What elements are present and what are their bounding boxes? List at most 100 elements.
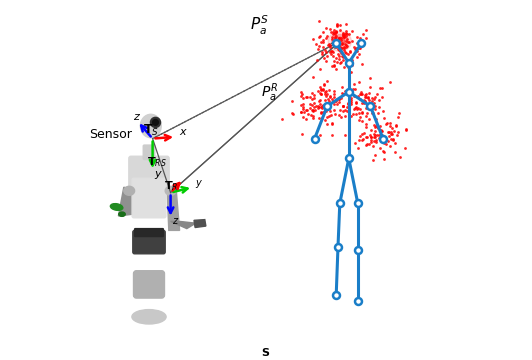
Point [380, 140, 388, 146]
Point [340, 45, 348, 50]
Point [323, 78, 331, 84]
Point [367, 127, 376, 133]
Point [315, 99, 323, 104]
Point [361, 124, 370, 130]
Point [296, 103, 305, 108]
Point [390, 140, 399, 146]
Point [337, 45, 345, 50]
Point [376, 136, 384, 142]
Point [298, 91, 306, 97]
Text: $\mathbf{T}_R$: $\mathbf{T}_R$ [164, 179, 178, 193]
Point [337, 85, 346, 90]
Point [394, 130, 403, 135]
Point [347, 57, 356, 63]
Point [319, 81, 328, 87]
Point [354, 145, 362, 151]
Point [303, 94, 311, 99]
Text: $\mathbf{T}_S$: $\mathbf{T}_S$ [143, 123, 159, 138]
Polygon shape [119, 187, 135, 216]
Point [331, 67, 340, 72]
Point [369, 143, 377, 149]
FancyBboxPatch shape [143, 145, 155, 159]
Point [339, 103, 347, 109]
Point [328, 48, 337, 54]
Point [356, 45, 364, 51]
Point [330, 101, 338, 107]
Point [321, 108, 330, 114]
Point [344, 101, 353, 107]
Point [308, 96, 317, 102]
Point [375, 135, 383, 140]
Point [363, 134, 371, 139]
Point [323, 114, 331, 120]
Circle shape [151, 117, 161, 127]
Point [390, 129, 398, 134]
Point [352, 111, 361, 116]
Point [380, 138, 388, 144]
Point [371, 137, 380, 143]
Point [375, 104, 384, 109]
Point [317, 91, 326, 97]
Point [354, 110, 363, 116]
Point [385, 133, 393, 139]
Point [341, 41, 350, 47]
Point [365, 116, 373, 122]
Point [319, 39, 328, 44]
Point [379, 149, 387, 154]
Point [326, 26, 334, 32]
Point [346, 48, 354, 54]
Point [350, 44, 358, 50]
Point [372, 139, 380, 144]
Point [330, 30, 338, 36]
Point [379, 138, 387, 143]
Point [328, 121, 336, 127]
Point [299, 101, 307, 107]
Text: Sensor: Sensor [89, 127, 132, 140]
Point [344, 51, 353, 57]
Point [320, 55, 329, 60]
Point [386, 143, 394, 149]
Point [325, 113, 333, 119]
Point [335, 56, 344, 62]
Point [388, 125, 396, 131]
Point [317, 110, 325, 116]
Point [339, 32, 347, 37]
Point [297, 109, 305, 115]
Point [345, 31, 353, 37]
Point [371, 134, 380, 140]
Point [354, 94, 363, 99]
Point [318, 115, 327, 121]
Point [358, 137, 366, 143]
Point [337, 95, 345, 101]
Point [392, 122, 401, 128]
Point [338, 31, 347, 36]
Point [347, 101, 355, 107]
Point [378, 85, 387, 91]
Point [341, 49, 350, 54]
Point [303, 107, 312, 113]
Point [340, 107, 349, 112]
Point [380, 156, 388, 161]
Ellipse shape [335, 37, 345, 46]
Circle shape [153, 120, 159, 125]
Point [307, 90, 316, 96]
Point [333, 42, 342, 48]
FancyBboxPatch shape [129, 156, 169, 189]
Point [351, 105, 360, 111]
Point [336, 48, 344, 54]
Point [350, 81, 358, 87]
Point [329, 40, 338, 46]
Point [372, 132, 381, 138]
Point [380, 115, 388, 121]
Point [341, 132, 350, 138]
Point [336, 44, 344, 50]
Point [343, 39, 352, 45]
Point [353, 40, 361, 46]
Point [378, 128, 387, 134]
Point [336, 60, 344, 66]
Point [310, 104, 318, 109]
Point [332, 28, 340, 33]
Point [330, 63, 339, 68]
Point [378, 94, 387, 100]
Polygon shape [194, 220, 206, 228]
